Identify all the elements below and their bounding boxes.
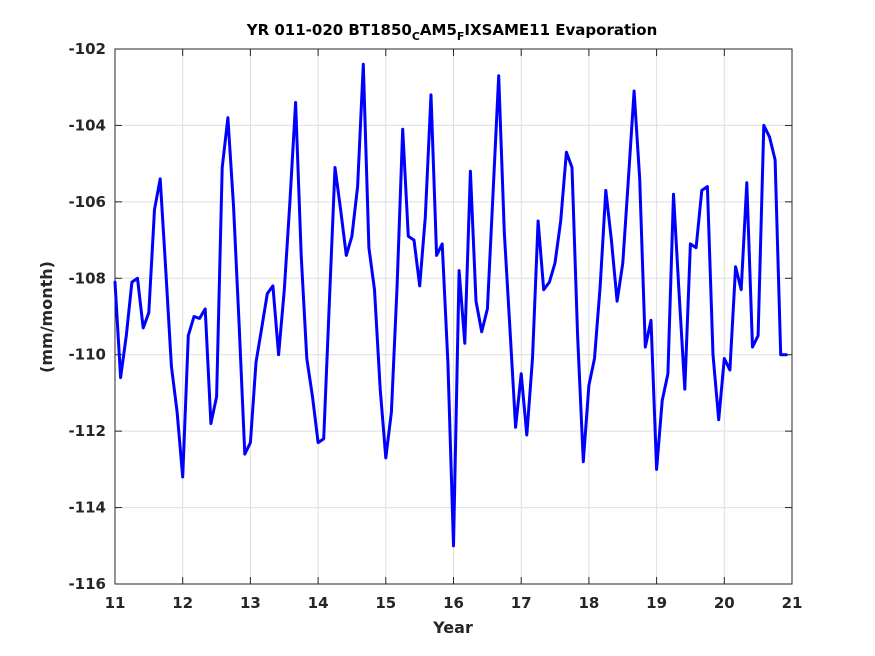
- y-tick-label: -112: [68, 422, 106, 440]
- y-tick-label: -110: [68, 346, 106, 364]
- series-layer: [113, 62, 788, 548]
- y-tick-label: -116: [68, 575, 106, 593]
- y-tick-labels: -116 -114 -112 -110 -108 -106 -104 -102: [68, 40, 106, 593]
- x-tick-label: 18: [578, 594, 599, 612]
- x-tick-label: 14: [308, 594, 329, 612]
- x-tick-label: 16: [443, 594, 464, 612]
- x-tick-label: 19: [646, 594, 667, 612]
- x-tick-label: 15: [375, 594, 396, 612]
- x-tick-label: 11: [105, 594, 126, 612]
- x-tick-label: 21: [782, 594, 803, 612]
- y-axis-label: (mm/month): [37, 261, 56, 373]
- x-axis-label: Year: [432, 618, 473, 637]
- x-tick-labels: 11 12 13 14 15 16 17 18 19 20 21: [105, 594, 803, 612]
- chart-title-mid: AM5: [420, 21, 457, 39]
- chart-title: YR 011-020 BT1850CAM5FIXSAME11 Evaporati…: [246, 21, 658, 43]
- y-tick-label: -114: [68, 499, 106, 517]
- x-tick-label: 20: [714, 594, 735, 612]
- chart-title-suffix: IXSAME11 Evaporation: [464, 21, 657, 39]
- y-tick-label: -102: [68, 40, 106, 58]
- chart-title-subscript-1: C: [412, 30, 420, 43]
- evaporation-series-line: [113, 62, 788, 548]
- chart-title-prefix: YR 011-020 BT1850: [246, 21, 412, 39]
- y-tick-label: -108: [68, 269, 106, 287]
- y-tick-label: -104: [68, 116, 106, 134]
- y-tick-label: -106: [68, 193, 106, 211]
- x-tick-label: 17: [511, 594, 532, 612]
- x-tick-label: 13: [240, 594, 261, 612]
- x-tick-label: 12: [172, 594, 193, 612]
- chart-title-subscript-2: F: [457, 30, 465, 43]
